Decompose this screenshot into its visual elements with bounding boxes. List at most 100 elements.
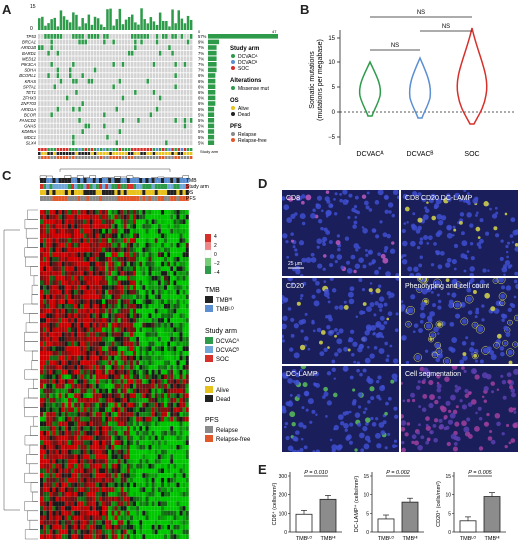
heat-cell <box>98 228 102 234</box>
heat-cell <box>139 421 143 427</box>
heat-cell <box>114 304 118 309</box>
heat-cell <box>182 398 186 403</box>
heat-cell <box>95 421 99 427</box>
oncoprint-cell <box>189 90 193 95</box>
oncoprint-cell <box>177 78 180 84</box>
heat-cell <box>142 238 146 243</box>
heat-cell <box>77 383 81 389</box>
heat-cell <box>80 327 84 333</box>
heat-cell <box>80 261 84 267</box>
heat-cell <box>123 454 127 460</box>
oncoprint-cell <box>53 34 56 39</box>
heat-cell <box>43 383 47 389</box>
heat-cell <box>182 393 186 398</box>
heat-cell <box>61 289 65 295</box>
heat-cell <box>49 449 53 455</box>
oncoprint-cell <box>168 84 171 90</box>
oncoprint-cell <box>47 129 50 134</box>
heat-cell <box>142 482 146 488</box>
oncoprint-cell <box>118 134 122 140</box>
heat-cell <box>98 289 102 295</box>
oncoprint-cell <box>140 90 143 95</box>
oncoprint-cell <box>152 134 156 140</box>
heat-cell <box>151 445 155 450</box>
gene-label: ZFHX3 <box>22 96 37 101</box>
heat-cell <box>98 492 102 497</box>
heat-cell <box>102 520 106 525</box>
c-track-os <box>111 190 115 195</box>
heat-cell <box>40 445 44 450</box>
oncoprint-cell <box>137 45 140 50</box>
heat-cell <box>123 524 127 530</box>
heat-cell <box>77 445 81 450</box>
heat-cell <box>111 341 115 347</box>
heat-cell <box>139 398 143 403</box>
oncoprint-cell <box>149 123 153 129</box>
heat-cell <box>67 360 71 366</box>
heat-cell <box>98 496 102 502</box>
oncoprint-cell <box>72 118 75 123</box>
oncoprint-cell <box>96 112 100 118</box>
heat-cell <box>92 280 96 286</box>
gene-percent: 5% <box>198 135 204 140</box>
heat-cell <box>136 313 140 319</box>
oncoprint-cell <box>56 50 60 56</box>
oncoprint-cell <box>112 50 115 56</box>
heat-cell <box>170 468 174 474</box>
heat-cell <box>61 506 65 511</box>
heat-cell <box>142 379 146 384</box>
oncoprint-cell <box>143 67 146 73</box>
heat-cell <box>92 379 96 384</box>
heat-cell <box>154 228 158 234</box>
heat-cell <box>52 275 56 281</box>
heat-cell <box>154 242 158 248</box>
heat-cell <box>167 304 171 309</box>
heat-cell <box>108 379 112 384</box>
heat-cell <box>148 247 152 253</box>
heat-cell <box>71 308 75 314</box>
heat-cell <box>105 393 109 398</box>
mutation-count-bar <box>183 23 187 30</box>
oncoprint-cell <box>44 78 47 84</box>
c-track-pfs <box>86 196 90 201</box>
heat-cell <box>160 275 164 281</box>
heat-cell <box>74 355 78 361</box>
oncoprint-cell <box>186 129 190 134</box>
oncoprint-cell <box>59 118 63 123</box>
oncoprint-cell <box>56 62 60 67</box>
oncoprint-cell <box>100 62 103 67</box>
panel-label-a: A <box>2 2 12 17</box>
heat-cell <box>64 374 68 380</box>
heat-cell <box>49 252 53 257</box>
heat-cell <box>126 515 130 521</box>
heat-cell <box>55 280 59 286</box>
oncoprint-cell <box>96 67 100 73</box>
gene-frequency-bar <box>208 50 217 56</box>
heat-cell <box>52 398 56 403</box>
heat-cell <box>83 275 87 281</box>
heat-cell <box>98 445 102 450</box>
heat-cell <box>148 454 152 460</box>
oncoprint-cell <box>174 39 177 45</box>
heat-cell <box>67 477 71 483</box>
oncoprint-cell <box>183 123 187 129</box>
c-track-pfs <box>129 196 133 201</box>
heat-cell <box>120 365 124 370</box>
heat-cell <box>160 435 164 441</box>
oncoprint-cell <box>183 106 187 112</box>
heat-cell <box>89 271 93 276</box>
oncoprint-cell <box>69 90 72 95</box>
mutation-count-bar <box>115 19 118 30</box>
heat-cell <box>185 294 189 300</box>
heat-cell <box>105 299 109 304</box>
oncoprint-cell <box>177 118 180 123</box>
heat-cell <box>92 393 96 398</box>
heat-cell <box>61 421 65 427</box>
c-track-tmb <box>139 178 143 183</box>
oncoprint-cell <box>90 95 94 101</box>
heat-cell <box>83 501 87 507</box>
heat-cell <box>83 449 87 455</box>
gene-percent: 7% <box>198 68 204 73</box>
heat-cell <box>182 336 186 342</box>
heat-cell <box>71 506 75 511</box>
